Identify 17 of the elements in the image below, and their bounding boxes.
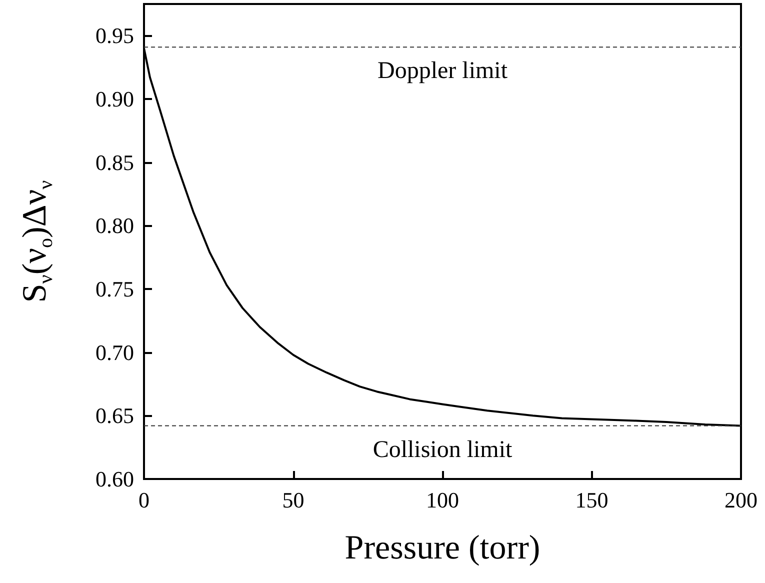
y-tick-label: 0.90 — [96, 86, 134, 112]
ref-line-label: Doppler limit — [378, 58, 508, 84]
y-tick-label: 0.70 — [96, 340, 134, 365]
x-tick-label: 100 — [426, 488, 459, 512]
y-tick-label: 0.60 — [96, 466, 134, 492]
x-tick-label: 200 — [724, 488, 758, 512]
y-axis-title: Sν(νo)Δνν — [16, 180, 57, 303]
x-tick-label: 150 — [575, 488, 608, 512]
ref-line-label: Collision limit — [372, 436, 513, 463]
y-tick-label: 0.65 — [96, 403, 134, 428]
x-axis-title: Pressure (torr) — [344, 530, 540, 566]
y-tick-label: 0.75 — [96, 276, 134, 302]
y-tick-label: 0.80 — [96, 213, 134, 238]
y-tick-label: 0.95 — [96, 23, 134, 48]
x-tick-label: 50 — [282, 488, 304, 512]
x-tick-label: 0 — [138, 488, 150, 512]
y-tick-label: 0.85 — [96, 150, 134, 175]
